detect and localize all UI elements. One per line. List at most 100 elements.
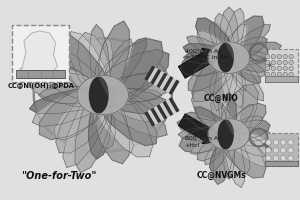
Polygon shape [209, 22, 230, 55]
Circle shape [289, 66, 293, 71]
Circle shape [271, 66, 275, 71]
Bar [163, 101, 173, 116]
Polygon shape [183, 44, 233, 62]
Polygon shape [39, 84, 115, 140]
Bar [163, 76, 173, 91]
Circle shape [273, 155, 279, 161]
Polygon shape [223, 8, 244, 65]
Polygon shape [219, 123, 266, 178]
Polygon shape [231, 132, 268, 147]
Circle shape [283, 60, 287, 65]
Polygon shape [226, 120, 233, 135]
Polygon shape [56, 85, 112, 153]
Polygon shape [100, 93, 134, 153]
Polygon shape [218, 43, 233, 72]
Polygon shape [95, 38, 146, 103]
Polygon shape [226, 131, 270, 157]
Polygon shape [28, 71, 116, 107]
Polygon shape [95, 87, 172, 114]
Polygon shape [231, 51, 270, 64]
Bar [160, 102, 170, 118]
Circle shape [289, 72, 293, 77]
Polygon shape [218, 84, 258, 147]
Circle shape [265, 60, 270, 65]
Polygon shape [30, 87, 114, 114]
Polygon shape [220, 7, 238, 64]
Circle shape [289, 54, 293, 59]
Polygon shape [180, 49, 236, 76]
Polygon shape [87, 39, 163, 110]
Polygon shape [188, 50, 238, 92]
Circle shape [266, 148, 271, 153]
Bar [147, 109, 158, 125]
Polygon shape [194, 57, 226, 76]
Polygon shape [99, 38, 112, 90]
Text: 800°C in Ar
+Hcl: 800°C in Ar +Hcl [184, 136, 220, 148]
Polygon shape [190, 133, 230, 154]
Circle shape [265, 66, 270, 71]
Polygon shape [210, 59, 230, 94]
Polygon shape [78, 32, 111, 98]
Polygon shape [205, 137, 227, 164]
Polygon shape [110, 73, 153, 95]
Polygon shape [214, 46, 235, 111]
Polygon shape [90, 85, 167, 137]
Bar [265, 161, 298, 166]
Polygon shape [67, 32, 110, 104]
Polygon shape [223, 49, 244, 108]
Polygon shape [92, 86, 130, 164]
Polygon shape [90, 81, 153, 157]
Circle shape [288, 140, 293, 145]
Bar [150, 69, 161, 84]
Polygon shape [224, 133, 234, 179]
Polygon shape [221, 93, 237, 133]
Circle shape [265, 54, 270, 59]
Text: CC@NVGMs: CC@NVGMs [196, 171, 246, 180]
Text: 400°C in Ar
=350°C in Air: 400°C in Ar =350°C in Air [184, 49, 227, 60]
Polygon shape [91, 73, 176, 105]
Polygon shape [88, 49, 169, 107]
Bar [147, 67, 158, 83]
Polygon shape [220, 16, 264, 67]
Polygon shape [233, 116, 263, 135]
Circle shape [266, 155, 271, 161]
Bar [12, 25, 69, 82]
Bar [154, 106, 164, 121]
Polygon shape [229, 24, 247, 53]
Polygon shape [220, 25, 270, 65]
Polygon shape [230, 120, 270, 139]
Bar [166, 99, 176, 114]
Circle shape [280, 140, 286, 145]
Polygon shape [75, 77, 115, 173]
Polygon shape [213, 126, 236, 184]
Polygon shape [222, 124, 244, 187]
FancyArrow shape [178, 48, 219, 78]
Circle shape [283, 72, 287, 77]
Bar [169, 80, 180, 95]
Circle shape [271, 54, 275, 59]
Polygon shape [89, 77, 108, 113]
Polygon shape [46, 44, 115, 106]
Bar [160, 74, 170, 90]
Polygon shape [77, 75, 128, 115]
Circle shape [277, 72, 281, 77]
Bar [16, 70, 65, 78]
Polygon shape [226, 134, 250, 173]
Bar [265, 76, 298, 82]
Circle shape [280, 148, 286, 153]
Circle shape [289, 60, 293, 65]
Circle shape [288, 148, 293, 153]
Polygon shape [63, 78, 114, 167]
Polygon shape [231, 104, 254, 132]
Polygon shape [192, 46, 240, 102]
Polygon shape [229, 37, 267, 60]
Polygon shape [197, 31, 228, 58]
Polygon shape [52, 30, 117, 112]
Bar [144, 111, 155, 127]
Polygon shape [210, 136, 230, 171]
Polygon shape [219, 42, 281, 64]
Bar [169, 97, 180, 113]
Polygon shape [102, 90, 161, 122]
Circle shape [277, 66, 281, 71]
Polygon shape [187, 36, 233, 61]
